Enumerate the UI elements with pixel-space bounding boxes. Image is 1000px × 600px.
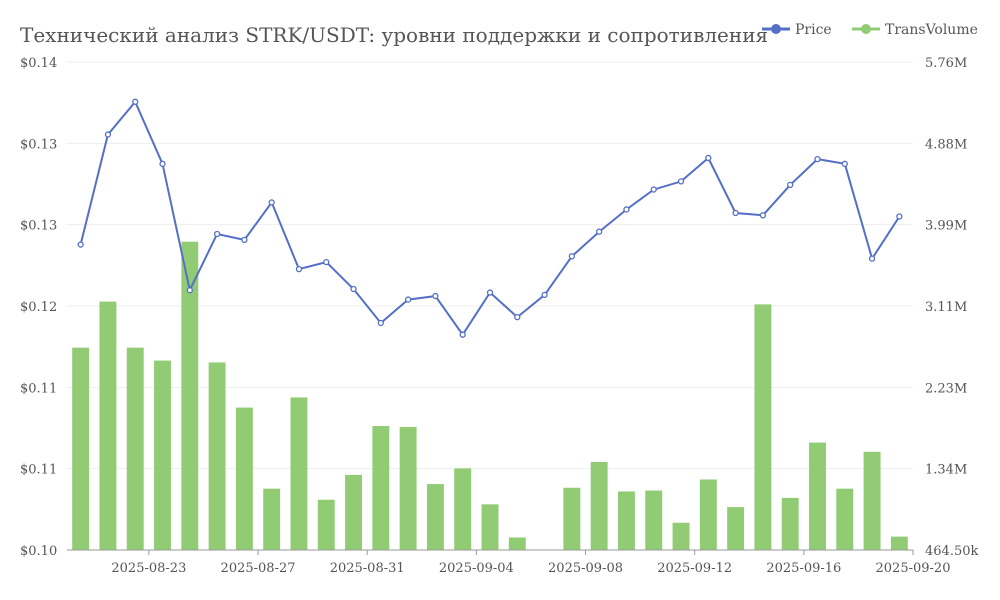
volume-bar[interactable] <box>99 301 117 550</box>
y-right-tick-label: 2.23M <box>925 381 967 396</box>
y-left-tick-label: $0.13 <box>20 137 57 152</box>
price-point[interactable] <box>159 160 166 167</box>
volume-bar[interactable] <box>426 484 444 550</box>
x-tick-label: 2025-09-16 <box>766 561 841 576</box>
volume-bar[interactable] <box>290 397 308 550</box>
y-right-tick-label: 3.99M <box>925 219 967 234</box>
y-left-tick-label: $0.13 <box>20 219 57 234</box>
legend-item-price[interactable]: Price <box>762 22 832 38</box>
volume-bar[interactable] <box>181 241 199 550</box>
price-point[interactable] <box>132 98 139 105</box>
price-point[interactable] <box>787 181 794 189</box>
price-point[interactable] <box>623 206 630 213</box>
x-tick-label: 2025-08-31 <box>330 561 405 576</box>
price-point[interactable] <box>514 313 521 321</box>
legend[interactable]: Price TransVolume <box>762 22 978 38</box>
volume-bars <box>72 241 908 550</box>
volume-bar[interactable] <box>454 468 472 550</box>
y-left-tick-label: $0.11 <box>20 463 57 478</box>
price-point[interactable] <box>868 255 876 262</box>
volume-bar[interactable] <box>754 304 772 550</box>
volume-bar[interactable] <box>836 488 854 550</box>
y-right-tick-label: 464.50k <box>925 544 978 559</box>
price-point[interactable] <box>486 289 494 296</box>
price-point[interactable] <box>213 230 221 238</box>
volume-bar[interactable] <box>727 507 745 550</box>
x-tick-label: 2025-08-23 <box>111 561 186 576</box>
volume-bar[interactable] <box>235 407 253 550</box>
volume-bar[interactable] <box>208 362 226 550</box>
y-right-tick-label: 1.34M <box>925 463 967 478</box>
price-point[interactable] <box>268 199 275 206</box>
volume-bar[interactable] <box>890 536 908 550</box>
y-right-tick-label: 5.76M <box>925 56 967 71</box>
volume-bar[interactable] <box>672 522 690 550</box>
legend-dot-icon <box>861 24 871 34</box>
price-point[interactable] <box>377 319 384 327</box>
price-point[interactable] <box>677 178 685 185</box>
volume-bar[interactable] <box>809 442 826 550</box>
legend-label: Price <box>795 22 832 38</box>
y-left-tick-label: $0.14 <box>20 56 57 71</box>
volume-bar[interactable] <box>399 426 417 550</box>
y-right-tick-label: 3.11M <box>925 300 967 315</box>
legend-label: TransVolume <box>885 22 978 38</box>
volume-bar[interactable] <box>317 499 335 550</box>
price-point[interactable] <box>432 292 439 300</box>
x-tick-label: 2025-09-04 <box>439 561 514 576</box>
volume-bar[interactable] <box>263 488 281 550</box>
volume-bar[interactable] <box>508 537 526 550</box>
y-left-tick-label: $0.10 <box>20 544 57 559</box>
x-tick-label: 2025-08-27 <box>221 561 296 576</box>
price-line <box>77 98 903 338</box>
price-point[interactable] <box>596 228 603 235</box>
volume-bar[interactable] <box>617 491 635 550</box>
price-point[interactable] <box>323 258 330 266</box>
price-point[interactable] <box>541 291 548 299</box>
y-left-tick-label: $0.11 <box>20 381 57 396</box>
volume-bar[interactable] <box>645 490 663 550</box>
volume-bar[interactable] <box>72 347 90 550</box>
volume-bar[interactable] <box>781 497 799 550</box>
volume-bar[interactable] <box>154 360 171 550</box>
price-point[interactable] <box>896 213 903 220</box>
x-tick-label: 2025-09-08 <box>548 561 623 576</box>
volume-bar[interactable] <box>563 487 581 550</box>
price-point[interactable] <box>241 236 248 244</box>
volume-bar[interactable] <box>372 426 390 550</box>
x-tick-label: 2025-09-12 <box>657 561 732 576</box>
x-tick-label: 2025-09-20 <box>876 561 951 576</box>
price-point[interactable] <box>759 212 767 219</box>
volume-bar[interactable] <box>590 461 608 550</box>
price-point[interactable] <box>814 155 821 163</box>
price-point[interactable] <box>459 331 466 338</box>
y-right-tick-label: 4.88M <box>925 137 967 152</box>
axes <box>67 549 914 555</box>
price-point[interactable] <box>350 285 357 293</box>
volume-bar[interactable] <box>345 474 363 550</box>
legend-dot-icon <box>771 24 781 34</box>
volume-bar[interactable] <box>126 347 144 550</box>
volume-bar[interactable] <box>481 504 499 550</box>
tick-labels: $0.10 $0.11 $0.11 $0.12 $0.13 $0.13 $0.14 464.5… <box>20 56 978 576</box>
price-point[interactable] <box>568 253 576 260</box>
price-series-line <box>79 99 901 337</box>
price-point[interactable] <box>404 296 412 303</box>
price-point[interactable] <box>841 160 848 167</box>
volume-bar[interactable] <box>863 451 881 550</box>
chart-title: Технический анализ STRK/USDT: уровни под… <box>20 23 768 47</box>
price-point[interactable] <box>77 241 84 248</box>
legend-item-transvolume[interactable]: TransVolume <box>852 22 978 38</box>
price-point[interactable] <box>705 154 712 162</box>
y-left-tick-label: $0.12 <box>20 300 57 315</box>
price-point[interactable] <box>732 209 739 217</box>
price-point[interactable] <box>295 265 303 273</box>
price-point[interactable] <box>104 131 112 138</box>
price-point[interactable] <box>650 186 657 193</box>
price-point[interactable] <box>186 287 193 294</box>
volume-bar[interactable] <box>699 479 717 550</box>
